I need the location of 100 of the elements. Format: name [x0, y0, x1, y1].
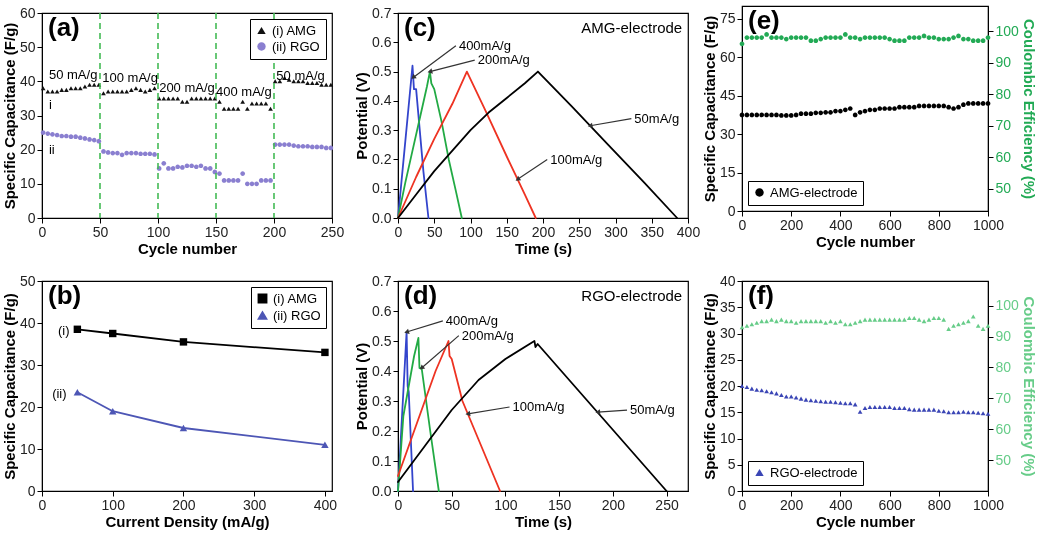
- point: [838, 400, 843, 405]
- y-tick-label: 60: [19, 4, 36, 21]
- annotation: ii: [48, 141, 55, 157]
- y2-tick-label: 50: [995, 180, 1012, 197]
- point: [179, 338, 188, 346]
- y-tick-label: 10: [719, 430, 736, 446]
- point: [788, 394, 794, 399]
- point: [941, 317, 947, 322]
- y-tick-label: 20: [719, 377, 736, 394]
- x-tick-label: 400: [676, 223, 701, 240]
- point: [892, 406, 897, 411]
- point: [921, 407, 927, 412]
- point: [916, 407, 922, 412]
- point: [847, 322, 853, 327]
- y-tick-label: 0.5: [372, 332, 392, 349]
- y-tick-label: 30: [19, 356, 36, 373]
- y-tick-label: 40: [719, 272, 736, 289]
- legend-label: (i) AMG: [272, 22, 317, 38]
- point: [956, 104, 961, 110]
- point: [951, 323, 956, 328]
- x-tick-label: 50: [444, 496, 461, 513]
- y-tick-label: 10: [19, 440, 36, 457]
- point: [931, 103, 937, 109]
- point: [916, 317, 922, 322]
- x-tick-label: 0: [394, 223, 403, 240]
- legend-label: RGO-electrode: [770, 464, 858, 480]
- point: [321, 441, 329, 449]
- point: [926, 317, 932, 322]
- point: [852, 320, 858, 325]
- point: [808, 319, 814, 324]
- point: [936, 316, 942, 321]
- y2-tick-label: 60: [995, 420, 1012, 437]
- x-axis-title: Time (s): [514, 512, 573, 530]
- point: [852, 112, 858, 118]
- point: [783, 113, 789, 118]
- y-tick-label: 0.2: [372, 150, 392, 167]
- point: [774, 319, 779, 324]
- point: [823, 399, 828, 404]
- y2-tick-label: 100: [995, 22, 1020, 39]
- x-axis-title: Current Density (mA/g): [105, 512, 270, 530]
- x-tick-label: 0: [394, 496, 403, 513]
- point: [906, 104, 912, 110]
- y-tick-label: 20: [19, 398, 36, 415]
- x-axis-title: Time (s): [514, 239, 573, 257]
- point: [887, 317, 892, 322]
- point: [911, 316, 917, 321]
- point: [321, 348, 329, 357]
- y2-tick-label: 50: [995, 451, 1012, 468]
- x-tick-label: 400: [829, 496, 853, 513]
- point: [926, 407, 932, 412]
- annotation: (ii): [52, 386, 67, 402]
- point: [921, 103, 927, 109]
- point: [882, 106, 888, 111]
- point: [754, 387, 760, 392]
- x-axis-title: Cycle number: [815, 232, 916, 250]
- point: [803, 397, 809, 402]
- point: [872, 404, 878, 410]
- x-axis-title: Cycle number: [815, 512, 916, 530]
- point: [798, 111, 804, 116]
- point: [877, 106, 883, 111]
- point: [867, 317, 873, 322]
- y-tick-label: 0.0: [372, 482, 392, 499]
- x-tick-label: 250: [568, 223, 592, 240]
- y-tick-label: 0.0: [372, 209, 392, 226]
- legend-label: AMG-electrode: [770, 184, 858, 200]
- x-tick-label: 250: [320, 223, 345, 240]
- y-tick-label: 40: [19, 72, 36, 89]
- point: [838, 319, 843, 324]
- point: [813, 398, 819, 403]
- point: [847, 106, 853, 111]
- annotation: 200mA/g: [477, 52, 530, 68]
- point: [769, 317, 774, 322]
- y2-tick-label: 60: [995, 148, 1012, 165]
- point: [946, 410, 951, 415]
- y-tick-label: 40: [19, 314, 36, 331]
- y-tick-label: 0.4: [372, 362, 392, 379]
- y2-tick-label: 80: [995, 358, 1012, 375]
- y-tick-label: 50: [19, 272, 36, 289]
- legend-label: (ii) RGO: [273, 307, 321, 323]
- x-tick-label: 400: [313, 496, 338, 513]
- x-tick-label: 100: [146, 223, 171, 240]
- chart-title: (b): [48, 280, 82, 310]
- x-tick-label: 200: [262, 223, 287, 240]
- chart-title: (a): [48, 12, 80, 42]
- y-tick-label: 20: [19, 141, 36, 158]
- point: [749, 386, 755, 391]
- annotation: 200 mA/g: [159, 80, 215, 96]
- y-axis-title: Specific Capacitance (F/g): [700, 15, 718, 203]
- point: [916, 103, 922, 109]
- annotation: 400mA/g: [458, 37, 511, 53]
- point: [975, 323, 981, 328]
- y2-axis-title: Coulombic Efficiency (%): [1020, 296, 1038, 477]
- y-tick-label: 45: [719, 87, 736, 104]
- point: [965, 101, 971, 106]
- x-tick-label: 100: [459, 223, 483, 240]
- point: [897, 406, 902, 411]
- y-tick-label: 0: [727, 482, 736, 499]
- x-tick-label: 250: [655, 496, 679, 513]
- point: [985, 101, 991, 106]
- annotation: 400 mA/g: [216, 83, 272, 99]
